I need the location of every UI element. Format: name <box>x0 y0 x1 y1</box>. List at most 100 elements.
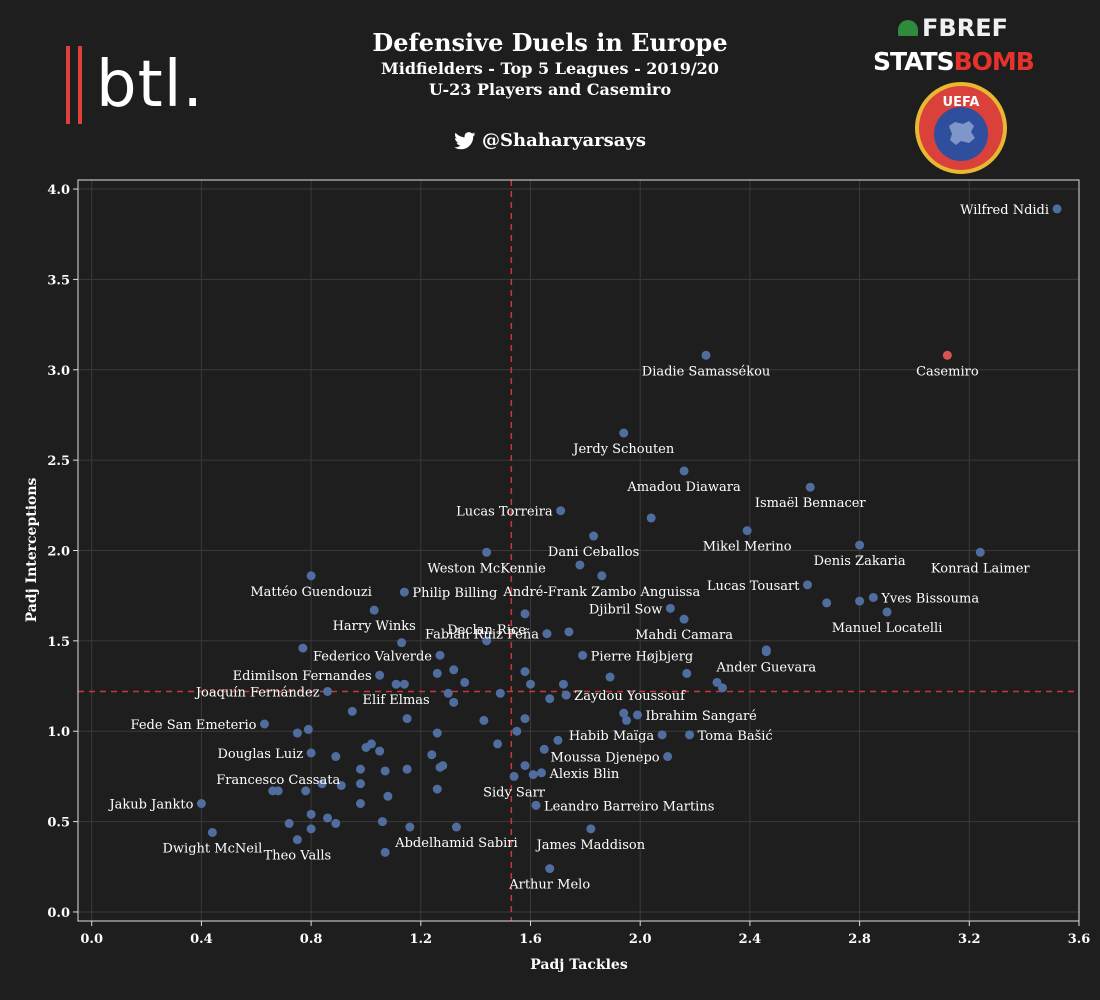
statsbomb-logo-text-1: STATS <box>873 46 955 76</box>
data-point <box>432 784 442 794</box>
data-point <box>520 667 530 677</box>
point-label: Lucas Tousart <box>707 579 800 594</box>
data-point <box>355 779 365 789</box>
y-tick-label: 4.0 <box>47 183 70 198</box>
point-label: Jerdy Schouten <box>571 442 675 457</box>
point-label: Mahdi Camara <box>635 628 733 643</box>
x-tick-label: 2.8 <box>848 932 871 947</box>
y-tick-label: 2.0 <box>47 545 70 560</box>
data-point <box>259 719 269 729</box>
y-tick-label: 0.0 <box>47 906 70 921</box>
data-point <box>539 744 549 754</box>
fbref-ball-icon <box>898 20 919 36</box>
point-label: Djibril Sow <box>589 602 662 617</box>
data-point <box>545 694 555 704</box>
fbref-logo-text: FBREF <box>922 14 1008 42</box>
point-label: Philip Billing <box>412 586 497 601</box>
point-label: Mikel Merino <box>703 540 792 555</box>
data-point <box>597 571 607 581</box>
point-label: Francesco Cassata <box>216 773 340 788</box>
statsbomb-logo: STATS BOMB <box>873 44 1063 78</box>
point-label: Fede San Emeterio <box>131 718 257 733</box>
data-point <box>435 762 445 772</box>
data-point <box>366 739 376 749</box>
data-point <box>855 540 865 550</box>
data-point <box>347 706 357 716</box>
data-point <box>317 779 327 789</box>
point-label: Casemiro <box>916 364 979 379</box>
data-point <box>331 818 341 828</box>
data-point <box>564 627 574 637</box>
chart-subtitle-2: U-23 Players and Casemiro <box>428 80 672 99</box>
data-point <box>578 650 588 660</box>
twitter-handle-row: @Shaharyarsays <box>250 130 850 151</box>
data-point <box>292 728 302 738</box>
data-point <box>449 697 459 707</box>
data-point <box>536 768 546 778</box>
data-point <box>520 714 530 724</box>
data-point <box>402 714 412 724</box>
point-label: Moussa Djenepo <box>551 751 660 766</box>
data-point <box>323 813 333 823</box>
data-point <box>575 560 585 570</box>
y-tick-label: 3.0 <box>47 364 70 379</box>
data-point <box>380 847 390 857</box>
point-label: Wilfred Ndidi <box>960 203 1049 218</box>
x-tick-label: 2.4 <box>739 932 762 947</box>
y-tick-label: 0.5 <box>47 816 70 831</box>
point-label: Elif Elmas <box>363 693 430 708</box>
data-point <box>495 688 505 698</box>
x-axis-title: Padj Tackles <box>530 957 628 973</box>
data-point <box>432 728 442 738</box>
plot-frame <box>77 179 1080 922</box>
data-point <box>380 766 390 776</box>
point-label: Douglas Luiz <box>217 747 303 762</box>
data-point <box>657 730 667 740</box>
axis-ticks: 0.0 0.4 0.8 1.2 1.6 2.0 2.4 2.8 3.2 3.6 0.0 0.5 1.0 1… <box>47 183 1090 947</box>
data-point <box>542 629 552 639</box>
data-point <box>432 668 442 678</box>
point-label: Manuel Locatelli <box>832 621 943 636</box>
chart-subtitle-1: Midfielders - Top 5 Leagues - 2019/20 <box>381 59 719 78</box>
data-point <box>553 735 563 745</box>
data-point <box>375 746 385 756</box>
point-label: Zaydou Youssouf <box>574 689 686 704</box>
data-point <box>868 592 878 602</box>
data-point <box>399 679 409 689</box>
point-label: Pierre Højbjerg <box>591 649 694 664</box>
btl-logo: btl. <box>66 42 236 128</box>
point-label: Edimilson Fernandes <box>233 669 372 684</box>
title-block: Defensive Duels in Europe Midfielders - … <box>250 28 850 100</box>
statsbomb-logo-text-2: BOMB <box>953 46 1035 76</box>
data-point <box>558 679 568 689</box>
data-point <box>284 818 294 828</box>
point-label: Leandro Barreiro Martins <box>544 799 714 814</box>
x-tick-label: 1.6 <box>519 932 542 947</box>
data-point <box>323 686 333 696</box>
point-labels: Wilfred Ndidi Casemiro Diadie Samassékou Je… <box>107 203 1049 893</box>
point-label: Diadie Samassékou <box>642 364 770 379</box>
data-point <box>805 482 815 492</box>
data-point <box>303 724 313 734</box>
data-point <box>761 647 771 657</box>
data-point <box>355 764 365 774</box>
point-label: James Maddison <box>535 838 646 853</box>
point-label: Dani Ceballos <box>548 545 639 560</box>
data-point <box>482 547 492 557</box>
y-tick-label: 2.5 <box>47 454 70 469</box>
data-point <box>482 636 492 646</box>
data-point <box>545 864 555 874</box>
x-tick-label: 2.0 <box>629 932 652 947</box>
data-point <box>405 822 415 832</box>
highlighted-data-point <box>942 350 952 360</box>
data-point <box>822 598 832 608</box>
data-point <box>619 428 629 438</box>
data-point <box>427 750 437 760</box>
fbref-logo: FBREF <box>898 14 1008 42</box>
uefa-logo-text: UEFA <box>943 95 980 110</box>
data-point <box>685 730 695 740</box>
data-point <box>882 607 892 617</box>
x-tick-label: 1.2 <box>409 932 432 947</box>
x-tick-label: 3.6 <box>1068 932 1091 947</box>
